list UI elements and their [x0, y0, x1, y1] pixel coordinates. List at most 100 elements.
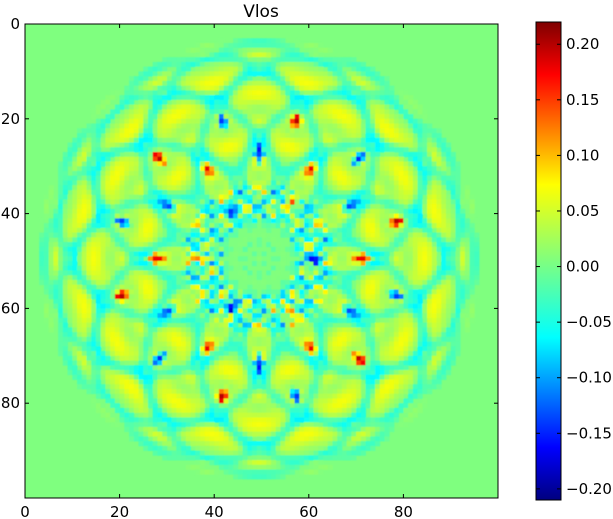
- heatmap-cell: [237, 118, 243, 124]
- heatmap-cell: [218, 142, 225, 148]
- heatmap-cell: [346, 142, 352, 148]
- heatmap-cell: [110, 360, 116, 366]
- heatmap-cell: [110, 270, 116, 276]
- heatmap-cell: [138, 213, 144, 219]
- heatmap-cell: [133, 185, 139, 191]
- heatmap-cell: [129, 194, 135, 200]
- heatmap-cell: [285, 355, 291, 361]
- heatmap-cell: [252, 71, 258, 77]
- heatmap-cell: [209, 223, 215, 229]
- heatmap-cell: [204, 246, 210, 252]
- heatmap-cell: [266, 194, 272, 200]
- heatmap-cell: [427, 232, 433, 238]
- heatmap-cell: [299, 246, 305, 252]
- heatmap-cell: [67, 298, 73, 305]
- heatmap-cell: [304, 284, 310, 290]
- heatmap-cell: [58, 346, 64, 352]
- heatmap-cell: [195, 123, 201, 129]
- heatmap-cell: [133, 213, 139, 219]
- heatmap-cell: [346, 256, 352, 262]
- heatmap-cell: [171, 170, 177, 177]
- heatmap-cell: [72, 265, 78, 271]
- heatmap-cell: [157, 256, 163, 262]
- heatmap-cell: [318, 270, 324, 276]
- heatmap-cell: [389, 355, 395, 361]
- heatmap-cell: [375, 199, 381, 205]
- heatmap-cell: [304, 322, 310, 328]
- heatmap-cell: [86, 341, 92, 347]
- heatmap-cell: [408, 232, 414, 238]
- heatmap-cell: [181, 298, 187, 305]
- heatmap-cell: [223, 294, 229, 300]
- heatmap-cell: [200, 246, 206, 252]
- heatmap-cell: [195, 303, 201, 309]
- heatmap-cell: [233, 279, 239, 286]
- heatmap-cell: [256, 137, 262, 143]
- heatmap-cell: [285, 317, 291, 324]
- heatmap-cell: [351, 208, 357, 214]
- heatmap-cell: [464, 265, 471, 271]
- heatmap-cell: [162, 76, 168, 82]
- heatmap-cell: [237, 308, 243, 314]
- heatmap-cell: [190, 355, 196, 361]
- heatmap-cell: [119, 289, 125, 295]
- heatmap-cell: [256, 71, 262, 77]
- heatmap-cell: [77, 355, 83, 361]
- heatmap-cell: [417, 251, 423, 257]
- heatmap-cell: [152, 61, 158, 68]
- heatmap-cell: [280, 336, 286, 342]
- heatmap-cell: [204, 128, 210, 134]
- heatmap-cell: [152, 279, 158, 286]
- heatmap-cell: [162, 170, 168, 177]
- heatmap-cell: [147, 223, 154, 229]
- heatmap-cell: [280, 147, 286, 153]
- heatmap-cell: [129, 95, 135, 101]
- heatmap-cell: [242, 118, 248, 124]
- heatmap-cell: [228, 199, 234, 205]
- heatmap-cell: [389, 308, 395, 314]
- heatmap-cell: [214, 256, 220, 262]
- heatmap-cell: [190, 360, 196, 366]
- heatmap-cell: [389, 85, 395, 91]
- heatmap-cell: [195, 336, 201, 342]
- heatmap-cell: [110, 284, 116, 290]
- heatmap-cell: [152, 71, 158, 77]
- heatmap-cell: [171, 327, 177, 333]
- heatmap-cell: [261, 189, 267, 196]
- heatmap-cell: [322, 261, 329, 267]
- heatmap-cell: [176, 227, 182, 233]
- heatmap-cell: [133, 256, 139, 262]
- heatmap-cell: [261, 232, 267, 238]
- heatmap-cell: [327, 61, 333, 68]
- heatmap-cell: [162, 156, 168, 162]
- heatmap-cell: [294, 284, 300, 290]
- heatmap-cell: [370, 360, 376, 366]
- heatmap-cell: [200, 346, 206, 352]
- heatmap-cell: [427, 189, 433, 196]
- heatmap-cell: [299, 85, 305, 91]
- heatmap-cell: [398, 355, 404, 361]
- heatmap-cell: [176, 151, 182, 158]
- heatmap-cell: [270, 118, 277, 124]
- heatmap-cell: [441, 147, 447, 153]
- heatmap-cell: [157, 95, 163, 101]
- heatmap-cell: [242, 360, 248, 366]
- heatmap-cell: [100, 208, 106, 214]
- heatmap-cell: [200, 71, 206, 77]
- heatmap-cell: [110, 185, 116, 191]
- heatmap-cell: [313, 256, 319, 262]
- heatmap-cell: [441, 199, 447, 205]
- heatmap-cell: [455, 341, 461, 347]
- heatmap-cell: [294, 279, 300, 286]
- heatmap-cell: [337, 251, 343, 257]
- heatmap-cell: [223, 66, 229, 72]
- heatmap-cell: [398, 303, 404, 309]
- heatmap-cell: [375, 180, 381, 186]
- heatmap-cell: [138, 109, 144, 115]
- heatmap-cell: [393, 194, 400, 200]
- heatmap-cell: [450, 332, 456, 338]
- heatmap-cell: [275, 151, 281, 158]
- heatmap-cell: [422, 133, 428, 139]
- heatmap-cell: [105, 104, 111, 110]
- heatmap-cell: [214, 270, 220, 276]
